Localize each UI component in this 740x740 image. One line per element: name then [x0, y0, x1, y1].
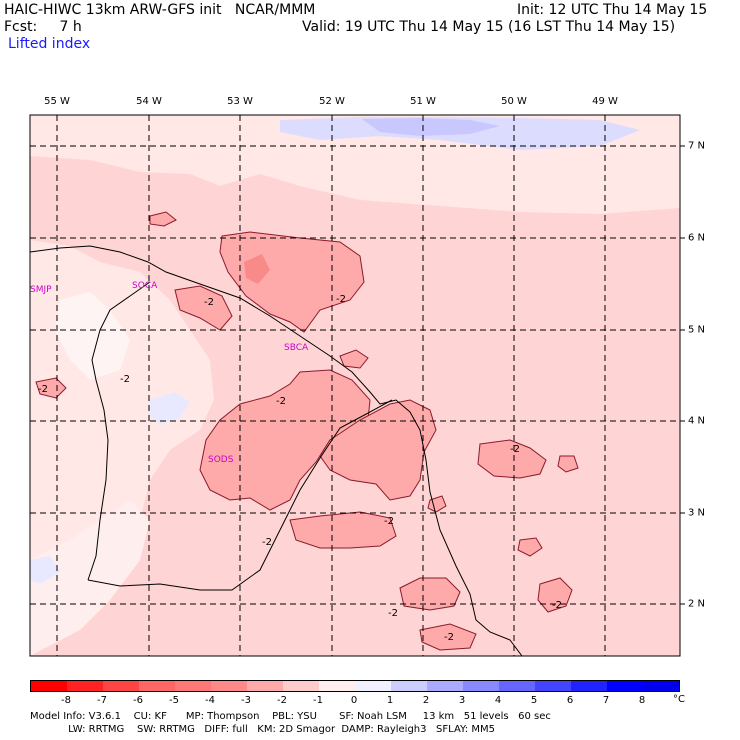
shade-area-south	[399, 577, 461, 611]
blue-shading-sw	[30, 556, 60, 584]
shade-area-central	[199, 369, 371, 511]
colorbar-label: 8	[638, 695, 646, 706]
model-title: HAIC-HIWC 13km ARW-GFS init NCAR/MMM	[4, 2, 316, 18]
contour-label: -2	[552, 600, 562, 611]
colorbar-label: 0	[350, 695, 358, 706]
contour-label: -2	[384, 516, 394, 527]
shade-area-east-central	[319, 399, 437, 501]
station-label-sods: SODS	[208, 455, 234, 465]
colorbar-swatch	[463, 681, 499, 691]
lon-label-55w: 55 W	[44, 96, 70, 107]
lon-label-50w: 50 W	[501, 96, 527, 107]
map-frame	[29, 114, 681, 657]
colorbar-swatch	[319, 681, 355, 691]
colorbar-label: -3	[241, 695, 251, 706]
station-label-soca: SOCA	[132, 281, 158, 291]
lon-label-52w: 52 W	[319, 96, 345, 107]
station-label-sbca: SBCA	[284, 343, 309, 353]
coastline	[30, 245, 523, 656]
colorbar-swatch	[643, 681, 679, 691]
contour-label: -2	[336, 294, 346, 305]
colorbar-swatch	[175, 681, 211, 691]
contour-label: -2	[276, 396, 286, 407]
contour-label: -2	[38, 384, 48, 395]
colorbar-label: -8	[61, 695, 71, 706]
lon-label-51w: 51 W	[410, 96, 436, 107]
colorbar-label: 6	[566, 695, 574, 706]
colorbar-swatch	[31, 681, 67, 691]
shade-area-small2	[149, 211, 177, 227]
colorbar-label: 5	[530, 695, 538, 706]
field-name: Lifted index	[8, 36, 91, 52]
colorbar-unit: °C	[673, 694, 685, 705]
white-patch	[55, 292, 130, 380]
shade-area-west	[174, 285, 233, 331]
lat-label-3n: 3 N	[688, 507, 706, 519]
colorbar-label: 4	[494, 695, 502, 706]
colorbar-swatch	[391, 681, 427, 691]
contour-label: -2	[388, 608, 398, 619]
colorbar-label: -5	[169, 695, 179, 706]
colorbar-swatch	[211, 681, 247, 691]
contour-label: -2	[204, 297, 214, 308]
blue-shading-north-dark	[362, 118, 500, 136]
shade-area-small4	[517, 537, 543, 557]
colorbar-swatch	[607, 681, 643, 691]
shade-area-southcentral	[289, 511, 397, 549]
colorbar-swatch	[67, 681, 103, 691]
strong-spot	[244, 254, 270, 284]
colorbar-swatch	[283, 681, 319, 691]
colorbar-swatch	[139, 681, 175, 691]
colorbar-swatch	[427, 681, 463, 691]
contour-label: -2	[262, 537, 272, 548]
lat-label-2n: 2 N	[688, 598, 706, 610]
colorbar-label: 1	[386, 695, 394, 706]
contour-label: -2	[444, 632, 454, 643]
lat-label-6n: 6 N	[688, 232, 706, 244]
lat-label-7n: 7 N	[688, 140, 706, 152]
light-shading-southwest	[30, 500, 150, 656]
colorbar-swatch	[571, 681, 607, 691]
colorbar-label: -1	[313, 695, 323, 706]
forecast-hour: Fcst: 7 h	[4, 19, 82, 35]
contour-label: -2	[120, 374, 130, 385]
colorbar-swatch	[535, 681, 571, 691]
lon-label-54w: 54 W	[136, 96, 162, 107]
colorbar-label: -6	[133, 695, 143, 706]
colorbar	[30, 680, 680, 692]
colorbar-label: 2	[422, 695, 430, 706]
model-info-line2: LW: RRTMG SW: RRTMG DIFF: full KM: 2D Sm…	[30, 724, 495, 735]
lat-label-4n: 4 N	[688, 415, 706, 427]
shade-area-small-west	[35, 377, 67, 399]
init-time: Init: 12 UTC Thu 14 May 15	[517, 2, 708, 18]
valid-time: Valid: 19 UTC Thu 14 May 15 (16 LST Thu …	[302, 19, 676, 35]
colorbar-swatch	[499, 681, 535, 691]
contour-label: -2	[510, 444, 520, 455]
lat-label-5n: 5 N	[688, 324, 706, 336]
shade-area-small5	[557, 455, 579, 473]
shade-area-east	[477, 439, 547, 479]
colorbar-label: -7	[97, 695, 107, 706]
colorbar-label: -4	[205, 695, 215, 706]
station-label-smjp: SMJP	[30, 285, 52, 295]
colorbar-swatch	[355, 681, 391, 691]
colorbar-swatch	[247, 681, 283, 691]
colorbar-swatch	[103, 681, 139, 691]
border-west	[87, 281, 151, 581]
shade-area-south2	[419, 623, 477, 651]
model-info-line1: Model Info: V3.6.1 CU: KF MP: Thompson P…	[30, 711, 551, 722]
colorbar-label: 3	[458, 695, 466, 706]
shade-area-small1	[339, 349, 369, 369]
lon-label-53w: 53 W	[227, 96, 253, 107]
blue-shading-west	[148, 392, 190, 424]
border-south	[87, 399, 393, 591]
lon-label-49w: 49 W	[592, 96, 618, 107]
colorbar-label: 7	[602, 695, 610, 706]
colorbar-label: -2	[277, 695, 287, 706]
